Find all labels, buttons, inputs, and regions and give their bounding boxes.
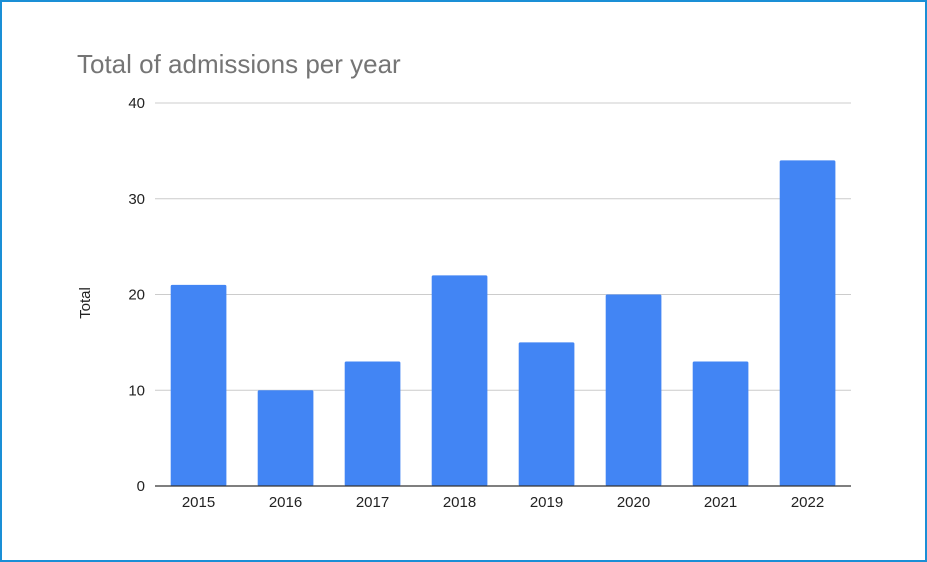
bar-2016[interactable] bbox=[257, 390, 314, 487]
bar-2020[interactable] bbox=[605, 294, 662, 487]
y-tick-label: 0 bbox=[137, 478, 145, 495]
bar-2022[interactable] bbox=[779, 160, 836, 486]
x-tick-label: 2020 bbox=[617, 494, 650, 511]
x-tick-label: 2018 bbox=[443, 494, 476, 511]
x-tick-label: 2019 bbox=[530, 494, 563, 511]
bar-2021[interactable] bbox=[692, 361, 749, 487]
gridlines bbox=[155, 102, 851, 391]
bar-2019[interactable] bbox=[518, 342, 575, 486]
x-tick-label: 2015 bbox=[182, 494, 215, 511]
bar-2018[interactable] bbox=[431, 275, 488, 486]
y-tick-label: 40 bbox=[128, 95, 145, 112]
x-tick-label: 2017 bbox=[356, 494, 389, 511]
y-tick-label: 20 bbox=[128, 287, 145, 304]
y-axis-label: Total bbox=[77, 287, 94, 319]
bar-2017[interactable] bbox=[344, 361, 401, 487]
y-tick-label: 10 bbox=[128, 382, 145, 399]
x-tick-label: 2022 bbox=[791, 494, 824, 511]
x-tick-label: 2021 bbox=[704, 494, 737, 511]
y-tick-label: 30 bbox=[128, 191, 145, 208]
x-tick-labels: 2015 2016 2017 2018 2019 2020 2021 2022 bbox=[182, 494, 824, 511]
x-tick-label: 2016 bbox=[269, 494, 302, 511]
chart-title: Total of admissions per year bbox=[77, 49, 401, 79]
y-tick-labels: 0 10 20 30 40 bbox=[128, 95, 145, 495]
bars bbox=[170, 160, 836, 487]
bar-2015[interactable] bbox=[170, 284, 227, 486]
